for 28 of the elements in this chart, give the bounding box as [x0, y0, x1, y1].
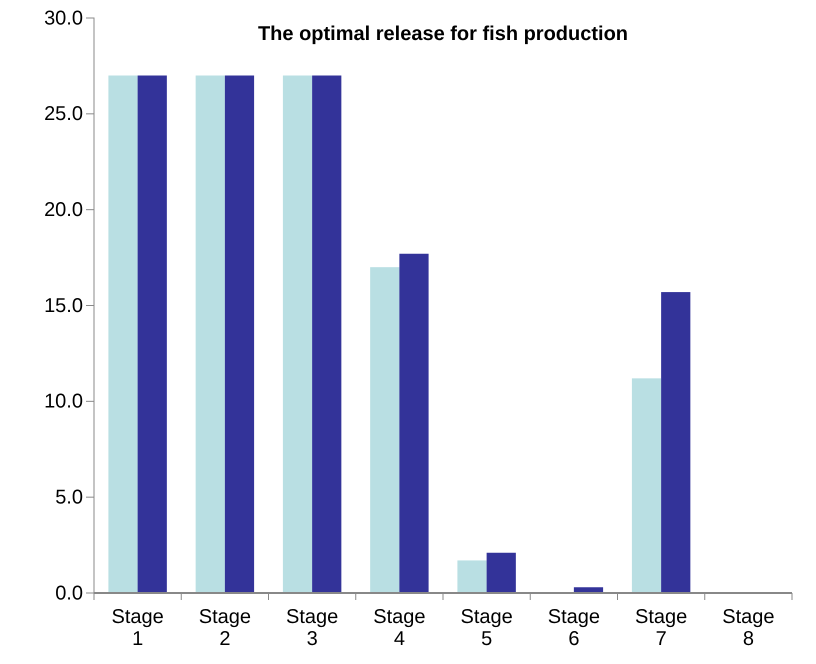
bar — [399, 254, 429, 593]
bar — [312, 76, 342, 593]
y-tick-label: 15.0 — [44, 294, 83, 317]
y-tick-label: 30.0 — [44, 7, 83, 30]
bar — [196, 76, 225, 593]
x-tick-label: Stage 8 — [722, 606, 775, 650]
bar — [632, 378, 662, 593]
y-tick-label: 5.0 — [55, 486, 83, 509]
x-tick-label: Stage 1 — [111, 606, 164, 650]
bar — [282, 76, 312, 593]
bar — [486, 552, 516, 593]
y-tick-label: 0.0 — [55, 582, 83, 604]
bar — [224, 76, 254, 593]
bar — [108, 76, 138, 593]
bar — [661, 292, 690, 593]
y-tick-label: 10.0 — [44, 390, 83, 413]
x-tick-label: Stage 7 — [634, 606, 688, 650]
x-tick-label: Stage 6 — [548, 606, 600, 650]
x-tick-label: Stage 3 — [286, 606, 338, 650]
bar — [457, 560, 487, 593]
x-tick-label: Stage 4 — [373, 606, 426, 650]
bar — [370, 267, 400, 593]
chart-title: The optimal release for fish production — [258, 23, 628, 45]
x-tick-label: Stage 5 — [460, 606, 513, 650]
bar — [138, 76, 167, 593]
y-tick-label: 25.0 — [44, 103, 83, 126]
x-tick-label: Stage 2 — [198, 606, 252, 650]
y-tick-label: 20.0 — [44, 199, 83, 222]
